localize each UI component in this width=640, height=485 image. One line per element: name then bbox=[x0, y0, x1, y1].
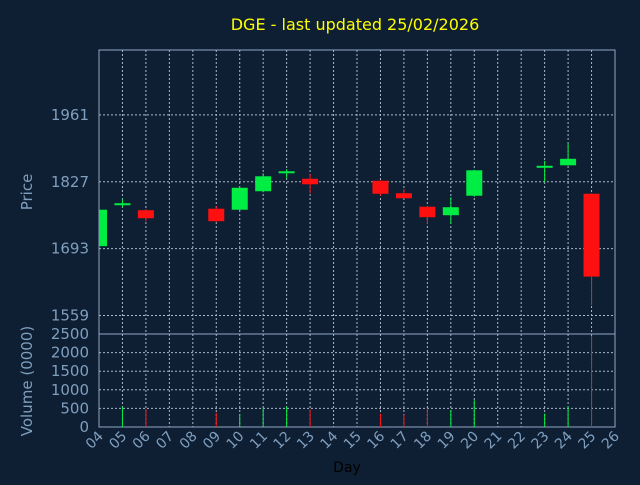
volume-axis-label: Volume (0000) bbox=[18, 326, 36, 436]
candle-body bbox=[231, 187, 248, 210]
volume-tick-label: 1000 bbox=[51, 381, 89, 399]
x-tick-label: 22 bbox=[505, 429, 529, 453]
volume-tick-label: 2500 bbox=[51, 325, 89, 343]
x-tick-label: 16 bbox=[364, 428, 388, 452]
x-tick-label: 18 bbox=[411, 429, 435, 453]
grid-lines bbox=[98, 50, 616, 428]
candle-body bbox=[536, 165, 553, 168]
x-tick-label: 21 bbox=[482, 429, 506, 453]
price-tick-label: 1559 bbox=[51, 307, 89, 325]
candle-body bbox=[255, 176, 272, 192]
candle-body bbox=[99, 209, 107, 247]
candles bbox=[99, 143, 600, 306]
volume-bars bbox=[121, 335, 593, 427]
x-tick-label: 15 bbox=[341, 429, 365, 453]
x-tick-label: 06 bbox=[130, 428, 154, 452]
price-axis-label: Price bbox=[18, 174, 36, 211]
price-tick-label: 1827 bbox=[51, 173, 89, 191]
volume-tick-label: 0 bbox=[79, 418, 89, 436]
volume-tick-label: 2000 bbox=[51, 344, 89, 362]
volume-tick-label: 500 bbox=[60, 399, 89, 417]
candle-body bbox=[583, 193, 600, 277]
volume-panel-frame bbox=[98, 333, 616, 428]
candle-body bbox=[372, 180, 389, 194]
volume-tick-label: 1500 bbox=[51, 362, 89, 380]
x-tick-label: 07 bbox=[153, 429, 177, 453]
x-tick-label: 08 bbox=[177, 429, 201, 453]
x-tick-label: 05 bbox=[106, 429, 130, 453]
x-tick-label: 19 bbox=[435, 429, 459, 453]
x-tick-label: 12 bbox=[271, 429, 295, 453]
candle-body bbox=[395, 193, 412, 199]
chart-title: DGE - last updated 25/02/2026 bbox=[231, 15, 480, 34]
x-tick-label: 10 bbox=[224, 429, 248, 453]
x-tick-label: 14 bbox=[317, 428, 341, 452]
candle-body bbox=[208, 208, 225, 222]
x-tick-label: 17 bbox=[388, 429, 412, 453]
candle-body bbox=[302, 178, 319, 185]
x-tick-label: 09 bbox=[200, 429, 224, 453]
x-tick-label: 24 bbox=[552, 428, 576, 452]
candle-body bbox=[442, 207, 459, 216]
candle-body bbox=[278, 171, 295, 174]
x-tick-label: 25 bbox=[575, 429, 599, 453]
price-tick-label: 1693 bbox=[51, 240, 89, 258]
x-tick-label: 11 bbox=[247, 429, 271, 453]
candle-body bbox=[137, 210, 154, 219]
candle-body bbox=[419, 206, 436, 218]
x-tick-label: 26 bbox=[599, 428, 623, 452]
x-axis-label: Day bbox=[333, 460, 361, 476]
candle-body bbox=[114, 203, 131, 206]
x-tick-label: 13 bbox=[294, 429, 318, 453]
x-tick-label: 20 bbox=[458, 429, 482, 453]
x-tick-label: 23 bbox=[529, 429, 553, 453]
price-tick-label: 1961 bbox=[51, 106, 89, 124]
candle-body bbox=[560, 158, 577, 166]
candle-body bbox=[466, 170, 483, 196]
